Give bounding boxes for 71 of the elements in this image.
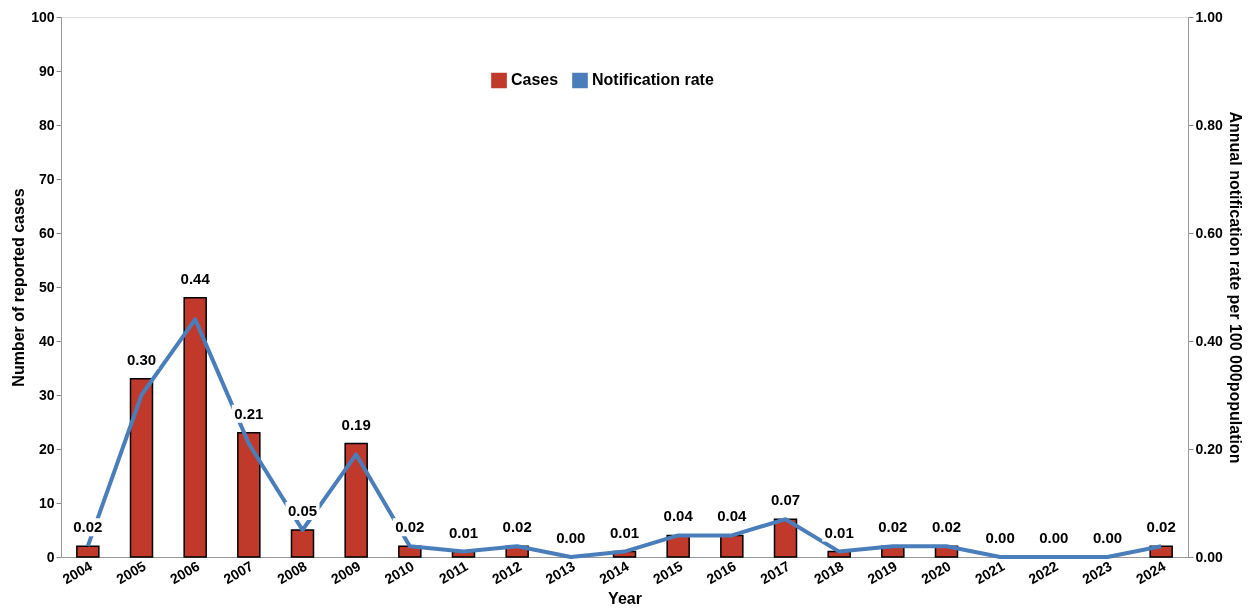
x-tick-label: 2006 [167,557,203,588]
y-tick-label: 10 [38,494,55,511]
x-tick-label: 2016 [703,557,740,588]
x-tick-label: 2018 [811,557,847,588]
x-tick-label: 2017 [757,557,793,588]
y-tick-label: 70 [38,170,55,187]
data-label: 0.00 [556,529,586,546]
y2-tick-label: 0.60 [1195,224,1223,241]
legend-label: Cases [511,71,559,89]
y-tick-label: 60 [38,224,55,241]
x-axis-title: Year [608,590,642,608]
bar [76,545,100,558]
y-tick-label: 90 [38,62,55,79]
y2-axis-title: Annual notification rate per 100 000population [1226,111,1244,464]
data-label: 0.19 [341,415,371,433]
x-tick-label: 2013 [542,557,579,588]
x-tick-label: 2021 [972,557,1008,588]
x-tick-label: 2012 [489,557,525,588]
bar [290,529,315,558]
x-tick-label: 2019 [864,557,901,588]
bar [129,378,154,558]
y2-tick-label: 1.00 [1195,8,1223,25]
bar [183,297,207,558]
x-tick-label: 2020 [918,557,954,588]
x-tick-label: 2004 [59,557,96,588]
y2-tick-label: 0.40 [1195,332,1223,349]
y-tick-label: 40 [38,332,55,349]
data-label: 0.44 [180,269,211,287]
bar [237,432,261,558]
x-tick-label: 2005 [113,557,149,588]
y2-tick-label: 0.20 [1195,440,1223,457]
x-tick-label: 2023 [1079,557,1115,588]
legend-label: Notification rate [592,71,714,89]
data-label: 0.07 [770,491,801,509]
y-axis-title: Number of reported cases [10,188,28,387]
data-label: 0.00 [1092,529,1123,546]
data-label: 0.30 [126,350,157,368]
x-tick-label: 2015 [650,557,686,588]
data-label: 0.05 [287,502,318,519]
data-label: 0.02 [395,518,425,536]
data-label: 0.00 [985,529,1015,546]
x-tick-label: 2009 [328,557,364,588]
x-tick-label: 2014 [596,557,632,588]
data-label: 0.01 [448,523,479,541]
data-label: 0.02 [878,518,908,536]
x-tick-label: 2007 [220,557,257,588]
x-tick-label: 2024 [1133,557,1169,588]
bar [720,534,744,558]
data-label: 0.21 [234,404,264,422]
y2-tick-label: 0.00 [1195,548,1223,565]
data-label: 0.01 [609,523,640,541]
data-label: 0.02 [502,518,532,536]
data-label: 0.04 [717,507,748,525]
data-label: 0.01 [824,523,854,541]
x-tick-label: 2022 [1025,557,1062,588]
data-label: 0.02 [73,518,103,536]
data-label: 0.02 [931,518,962,536]
y-tick-label: 20 [38,440,55,457]
x-tick-label: 2008 [274,557,310,588]
y2-tick-label: 0.80 [1195,116,1223,133]
x-tick-label: 2011 [436,557,471,587]
bar [344,442,368,558]
y-tick-label: 50 [38,278,55,295]
data-label: 0.00 [1039,529,1069,546]
y-tick-label: 0 [46,548,55,565]
x-tick-label: 2010 [381,557,418,588]
y-tick-label: 100 [31,8,55,25]
y-tick-label: 30 [38,386,55,403]
data-label: 0.02 [1146,518,1176,536]
y-tick-label: 80 [38,116,55,133]
data-label: 0.04 [663,507,694,525]
